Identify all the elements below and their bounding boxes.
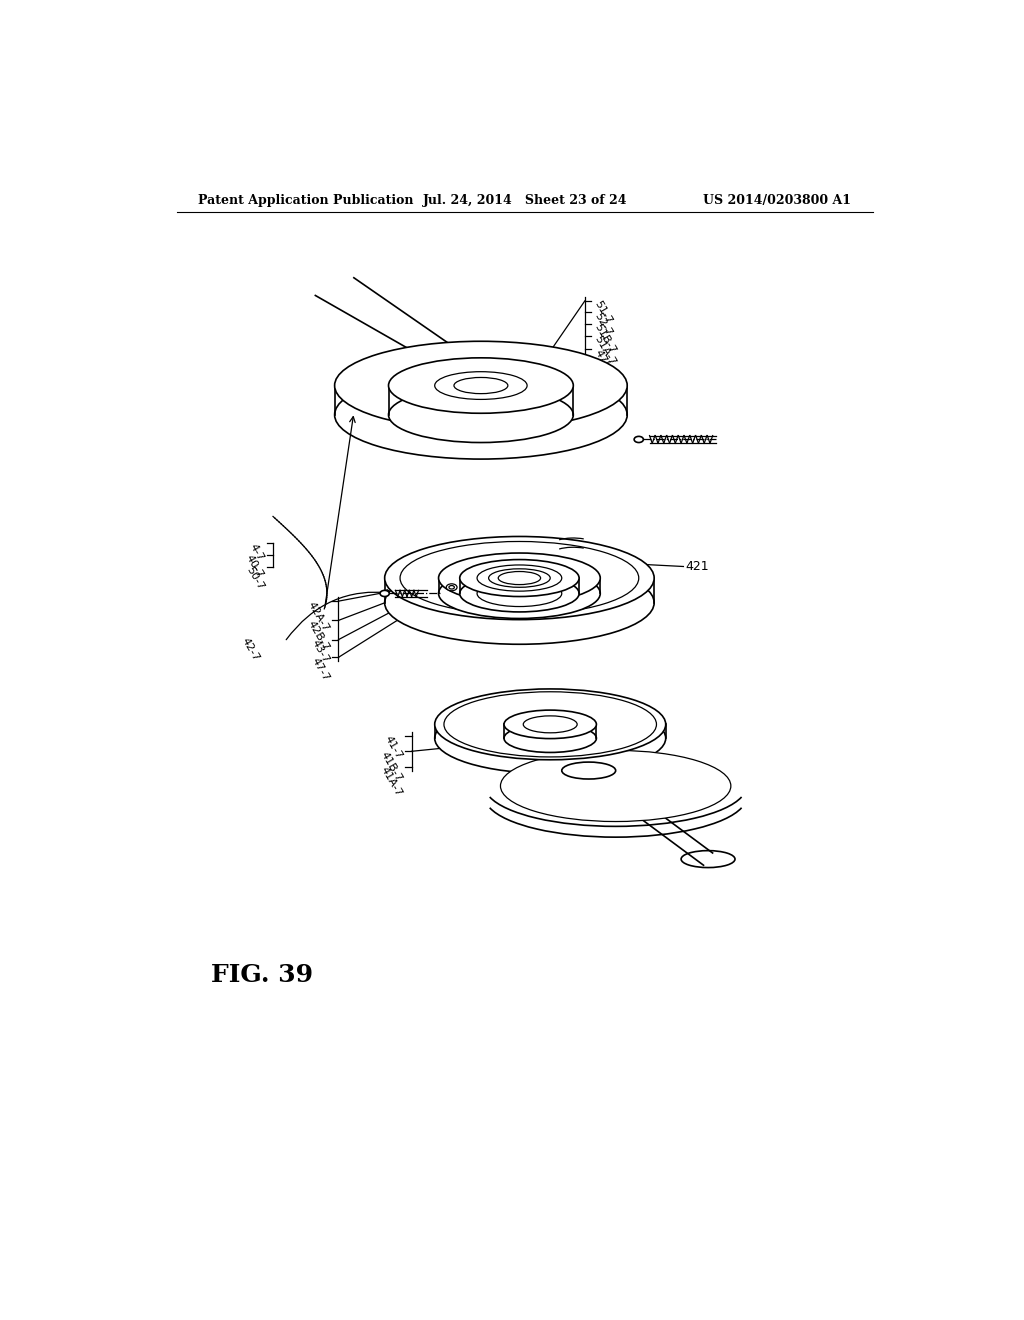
Ellipse shape: [562, 762, 615, 779]
Text: 47b-7: 47b-7: [593, 348, 617, 381]
Text: 51-7: 51-7: [593, 300, 613, 326]
Ellipse shape: [488, 569, 550, 587]
Text: 51A-7: 51A-7: [593, 334, 617, 367]
Ellipse shape: [435, 372, 527, 400]
Ellipse shape: [335, 342, 628, 430]
Ellipse shape: [523, 715, 578, 733]
Text: 4-7: 4-7: [248, 543, 265, 562]
Ellipse shape: [477, 565, 562, 591]
Ellipse shape: [504, 710, 596, 739]
Ellipse shape: [444, 692, 656, 756]
Ellipse shape: [435, 702, 666, 774]
Text: 41-7: 41-7: [383, 734, 403, 762]
Text: 40-7: 40-7: [244, 553, 265, 581]
Ellipse shape: [335, 371, 628, 459]
Text: Patent Application Publication: Patent Application Publication: [199, 194, 414, 207]
Text: 41A-7: 41A-7: [379, 766, 403, 799]
Ellipse shape: [438, 569, 600, 619]
Ellipse shape: [385, 561, 654, 644]
Text: 42A-7: 42A-7: [306, 599, 331, 634]
Ellipse shape: [460, 576, 580, 612]
Ellipse shape: [446, 583, 457, 591]
Text: FIG. 39: FIG. 39: [211, 962, 313, 986]
Ellipse shape: [388, 358, 573, 413]
Text: 50-7: 50-7: [244, 565, 265, 591]
Ellipse shape: [438, 553, 600, 603]
Text: 43-7: 43-7: [309, 638, 331, 665]
Text: US 2014/0203800 A1: US 2014/0203800 A1: [703, 194, 851, 207]
Ellipse shape: [634, 437, 643, 442]
Ellipse shape: [400, 541, 639, 615]
Ellipse shape: [501, 750, 731, 821]
Text: 51B-7: 51B-7: [593, 322, 617, 356]
Text: 47-7: 47-7: [309, 656, 331, 682]
Ellipse shape: [449, 586, 455, 589]
Ellipse shape: [414, 366, 548, 407]
Text: 42-7: 42-7: [240, 636, 261, 663]
Ellipse shape: [414, 395, 548, 436]
Text: 41B-7: 41B-7: [379, 750, 403, 783]
Ellipse shape: [385, 536, 654, 619]
Ellipse shape: [499, 572, 541, 585]
Text: 421: 421: [685, 560, 709, 573]
Ellipse shape: [435, 689, 666, 760]
Ellipse shape: [454, 378, 508, 393]
Ellipse shape: [460, 560, 580, 597]
Text: Jul. 24, 2014   Sheet 23 of 24: Jul. 24, 2014 Sheet 23 of 24: [423, 194, 627, 207]
Text: 42B-7: 42B-7: [305, 619, 331, 652]
Ellipse shape: [380, 590, 389, 597]
Ellipse shape: [477, 581, 562, 607]
Text: 52-7: 52-7: [593, 312, 613, 338]
Ellipse shape: [504, 723, 596, 752]
Ellipse shape: [681, 850, 735, 867]
Ellipse shape: [388, 387, 573, 442]
